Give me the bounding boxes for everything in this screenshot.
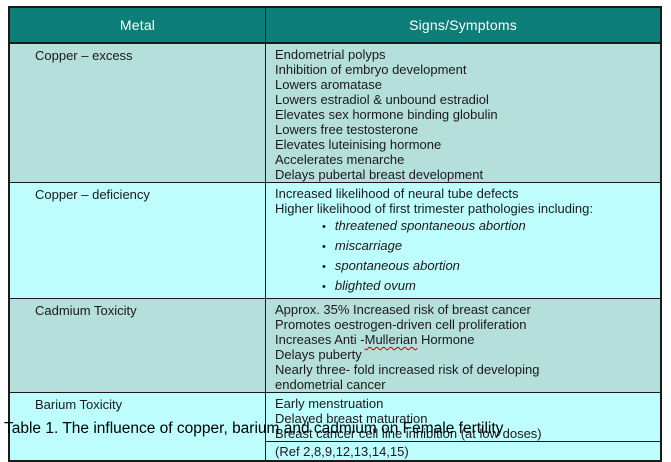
metal-cell: Copper – deficiency [10, 183, 266, 298]
symptom-line: Elevates sex hormone binding globulin [275, 107, 498, 122]
symptom-line: Breast cancer cell line inhibition (at l… [275, 426, 542, 441]
header-metal: Metal [10, 8, 266, 42]
bullet-item: miscarriage [322, 238, 660, 255]
symptom-line: Early menstruation [275, 396, 384, 411]
symptom-line: Elevates luteinising hormone [275, 137, 442, 152]
symptoms-cell: Increased likelihood of neural tube defe… [266, 183, 660, 298]
symptom-line: endometrial cancer [275, 377, 386, 392]
symptom-line: Nearly three- fold increased risk of dev… [275, 362, 540, 377]
table-header-row: Metal Signs/Symptoms [10, 8, 660, 44]
symptom-line: Increased likelihood of neural tube defe… [275, 186, 519, 201]
table-body: Copper – excess Endometrial polyps Inhibit… [10, 44, 660, 460]
symptom-line: Lowers estradiol & unbound estradiol [275, 92, 489, 107]
bullet-item: threatened spontaneous abortion [322, 218, 660, 235]
metals-table: Metal Signs/Symptoms Copper – excess Endo… [8, 6, 662, 462]
header-symptoms: Signs/Symptoms [266, 8, 660, 42]
table-row: Copper – deficiency Increased likelihood … [10, 182, 660, 298]
symptom-line: Lowers free testosterone [275, 122, 419, 137]
symptom-line: Inhibition of embryo development [275, 62, 467, 77]
symptom-line: Delayed breast maturation [275, 411, 428, 426]
bullet-item: blighted ovum [322, 278, 660, 295]
symptom-line: Promotes oestrogen-driven cell prolifera… [275, 317, 527, 332]
metal-cell: Copper – excess [10, 44, 266, 182]
metal-cell: Cadmium Toxicity [10, 299, 266, 392]
symptoms-cell: Approx. 35% Increased risk of breast can… [266, 299, 660, 392]
table-row: Cadmium Toxicity Approx. 35% Increased ri… [10, 298, 660, 392]
symptom-line: Approx. 35% Increased risk of breast can… [275, 302, 531, 317]
misspelled-word: Mullerian [364, 332, 418, 347]
page: Metal Signs/Symptoms Copper – excess Endo… [0, 0, 671, 443]
bullet-list: threatened spontaneous abortion miscarria… [266, 218, 660, 298]
symptom-line: Delays pubertal breast development [275, 167, 484, 182]
reference-line: (Ref 2,8,9,12,13,14,15) [266, 441, 660, 460]
symptoms-cell: Endometrial polyps Inhibition of embryo d… [266, 44, 660, 182]
bullet-item: spontaneous abortion [322, 258, 660, 275]
symptom-line: Delays puberty [275, 347, 362, 362]
table-caption: Table 1. The influence of copper, barium… [4, 420, 504, 437]
symptom-line: Lowers aromatase [275, 77, 382, 92]
symptom-line: Accelerates menarche [275, 152, 405, 167]
symptom-line: Endometrial polyps [275, 47, 386, 62]
table-row: Copper – excess Endometrial polyps Inhibit… [10, 44, 660, 182]
symptom-line: Higher likelihood of first trimester pat… [275, 201, 593, 216]
symptom-line: Increases Anti -Mullerian Hormone [275, 332, 475, 347]
